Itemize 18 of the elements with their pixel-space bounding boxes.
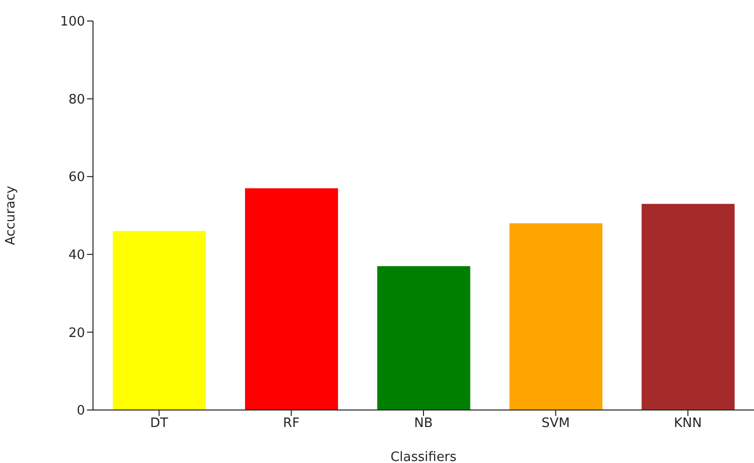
x-tick-label: KNN [674, 416, 702, 432]
y-tick-label: 20 [68, 326, 85, 341]
x-axis-title: Classifiers [390, 450, 457, 463]
bar [245, 188, 338, 410]
bar [377, 266, 470, 410]
x-tick-label: RF [283, 416, 300, 432]
bar [642, 204, 735, 410]
bar [509, 223, 602, 410]
y-tick-label: 0 [76, 404, 85, 419]
x-tick-label: DT [150, 416, 168, 432]
y-tick-label: 60 [68, 170, 85, 186]
x-tick-label: SVM [542, 416, 570, 432]
bar [112, 231, 206, 410]
y-axis-title: Accuracy [4, 186, 19, 246]
y-tick-label: 80 [68, 92, 85, 108]
x-tick-label: NB [414, 416, 433, 432]
y-tick-label: 40 [68, 248, 85, 264]
y-tick-label: 100 [60, 14, 85, 30]
